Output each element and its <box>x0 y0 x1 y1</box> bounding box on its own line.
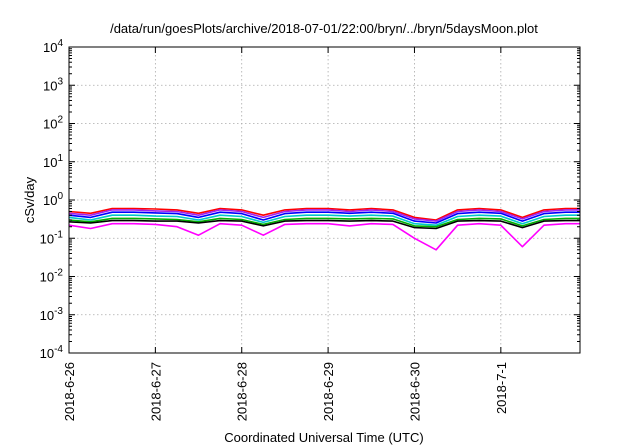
y-axis: 10-4 10-3 10-2 10-1 100 101 102 103 104 <box>40 38 580 361</box>
series-line-5 <box>68 217 580 228</box>
y-tick-label: 100 <box>43 191 63 208</box>
y-tick-label: 10-2 <box>40 268 64 285</box>
series-line-2 <box>68 209 580 222</box>
series-group <box>68 207 580 251</box>
y-tick-label: 10-1 <box>40 229 64 246</box>
y-axis-label: cSv/day <box>22 176 37 223</box>
x-axis: 2018-6-26 2018-6-27 2018-6-28 2018-6-29 2018… <box>62 47 509 421</box>
y-tick-label: 10-3 <box>40 306 64 323</box>
x-axis-label: Coordinated Universal Time (UTC) <box>224 430 423 445</box>
series-line-3 <box>68 211 580 224</box>
x-tick-label: 2018-7-1 <box>494 362 509 414</box>
y-tick-label: 101 <box>43 153 63 170</box>
series-line-7 <box>68 222 580 251</box>
x-tick-label: 2018-6-27 <box>148 362 163 421</box>
series-line-1 <box>68 207 580 221</box>
x-tick-label: 2018-6-30 <box>407 362 422 421</box>
y-tick-label: 102 <box>43 115 63 132</box>
x-tick-label: 2018-6-26 <box>62 362 77 421</box>
y-tick-label: 10-4 <box>40 344 64 361</box>
y-tick-label: 103 <box>43 76 63 93</box>
x-tick-label: 2018-6-28 <box>235 362 250 421</box>
y-tick-label: 104 <box>43 38 63 55</box>
x-tick-label: 2018-6-29 <box>321 362 336 421</box>
series-line-4 <box>68 214 580 226</box>
chart-title: /data/run/goesPlots/archive/2018-07-01/2… <box>110 21 538 36</box>
series-line-6 <box>68 219 580 230</box>
grid <box>69 47 580 353</box>
